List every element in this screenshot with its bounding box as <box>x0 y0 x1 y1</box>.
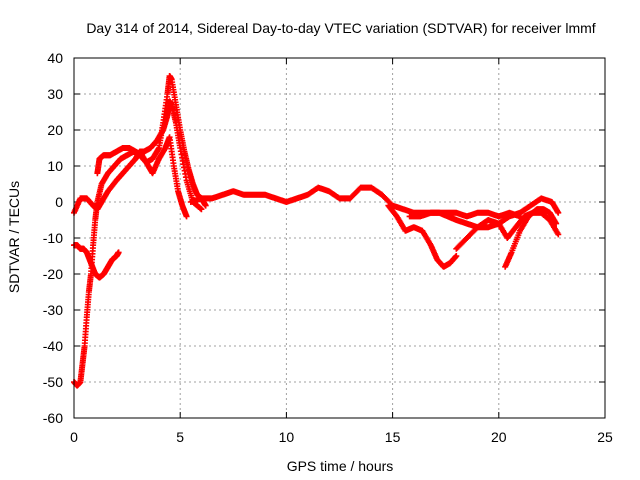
data-point <box>555 209 562 216</box>
y-tick-label: 40 <box>47 50 63 66</box>
data-point <box>555 231 562 238</box>
x-tick-label: 10 <box>279 429 295 445</box>
y-tick-label: -30 <box>43 302 63 318</box>
grid <box>74 58 605 418</box>
y-axis-label: SDTVAR / TECUs <box>6 181 22 293</box>
plot-border <box>73 57 606 419</box>
x-tick-label: 20 <box>491 429 507 445</box>
x-axis-label: GPS time / hours <box>287 458 394 474</box>
x-tick-label: 0 <box>70 429 78 445</box>
y-tick-label: 10 <box>47 158 63 174</box>
y-tick-label: -10 <box>43 230 63 246</box>
chart-title: Day 314 of 2014, Sidereal Day-to-day VTE… <box>86 20 595 36</box>
series-track-b <box>71 242 122 281</box>
data-point <box>115 249 122 256</box>
y-tick-label: 30 <box>47 86 63 102</box>
data-point <box>553 220 560 227</box>
series-track-f <box>385 202 460 270</box>
y-tick-label: -20 <box>43 266 63 282</box>
data-point <box>198 206 205 213</box>
series-track-h <box>453 209 562 252</box>
data-point <box>453 253 460 259</box>
y-tick-label: 0 <box>55 194 63 210</box>
x-tick-label: 5 <box>176 429 184 445</box>
y-tick-label: 20 <box>47 122 63 138</box>
y-tick-label: -40 <box>43 338 63 354</box>
data-point <box>202 202 209 209</box>
tick-labels: 0 5 10 15 20 25 -60 -50 -40 -30 -20 -10 0 10 20 30 40 <box>43 50 613 445</box>
series-track-i <box>502 206 560 270</box>
y-tick-label: -60 <box>43 410 63 426</box>
x-tick-label: 15 <box>385 429 401 445</box>
x-tick-label: 25 <box>597 429 613 445</box>
data-point <box>183 213 190 220</box>
data-points <box>71 73 562 389</box>
y-tick-label: -50 <box>43 374 63 390</box>
series-track-d <box>94 134 190 220</box>
